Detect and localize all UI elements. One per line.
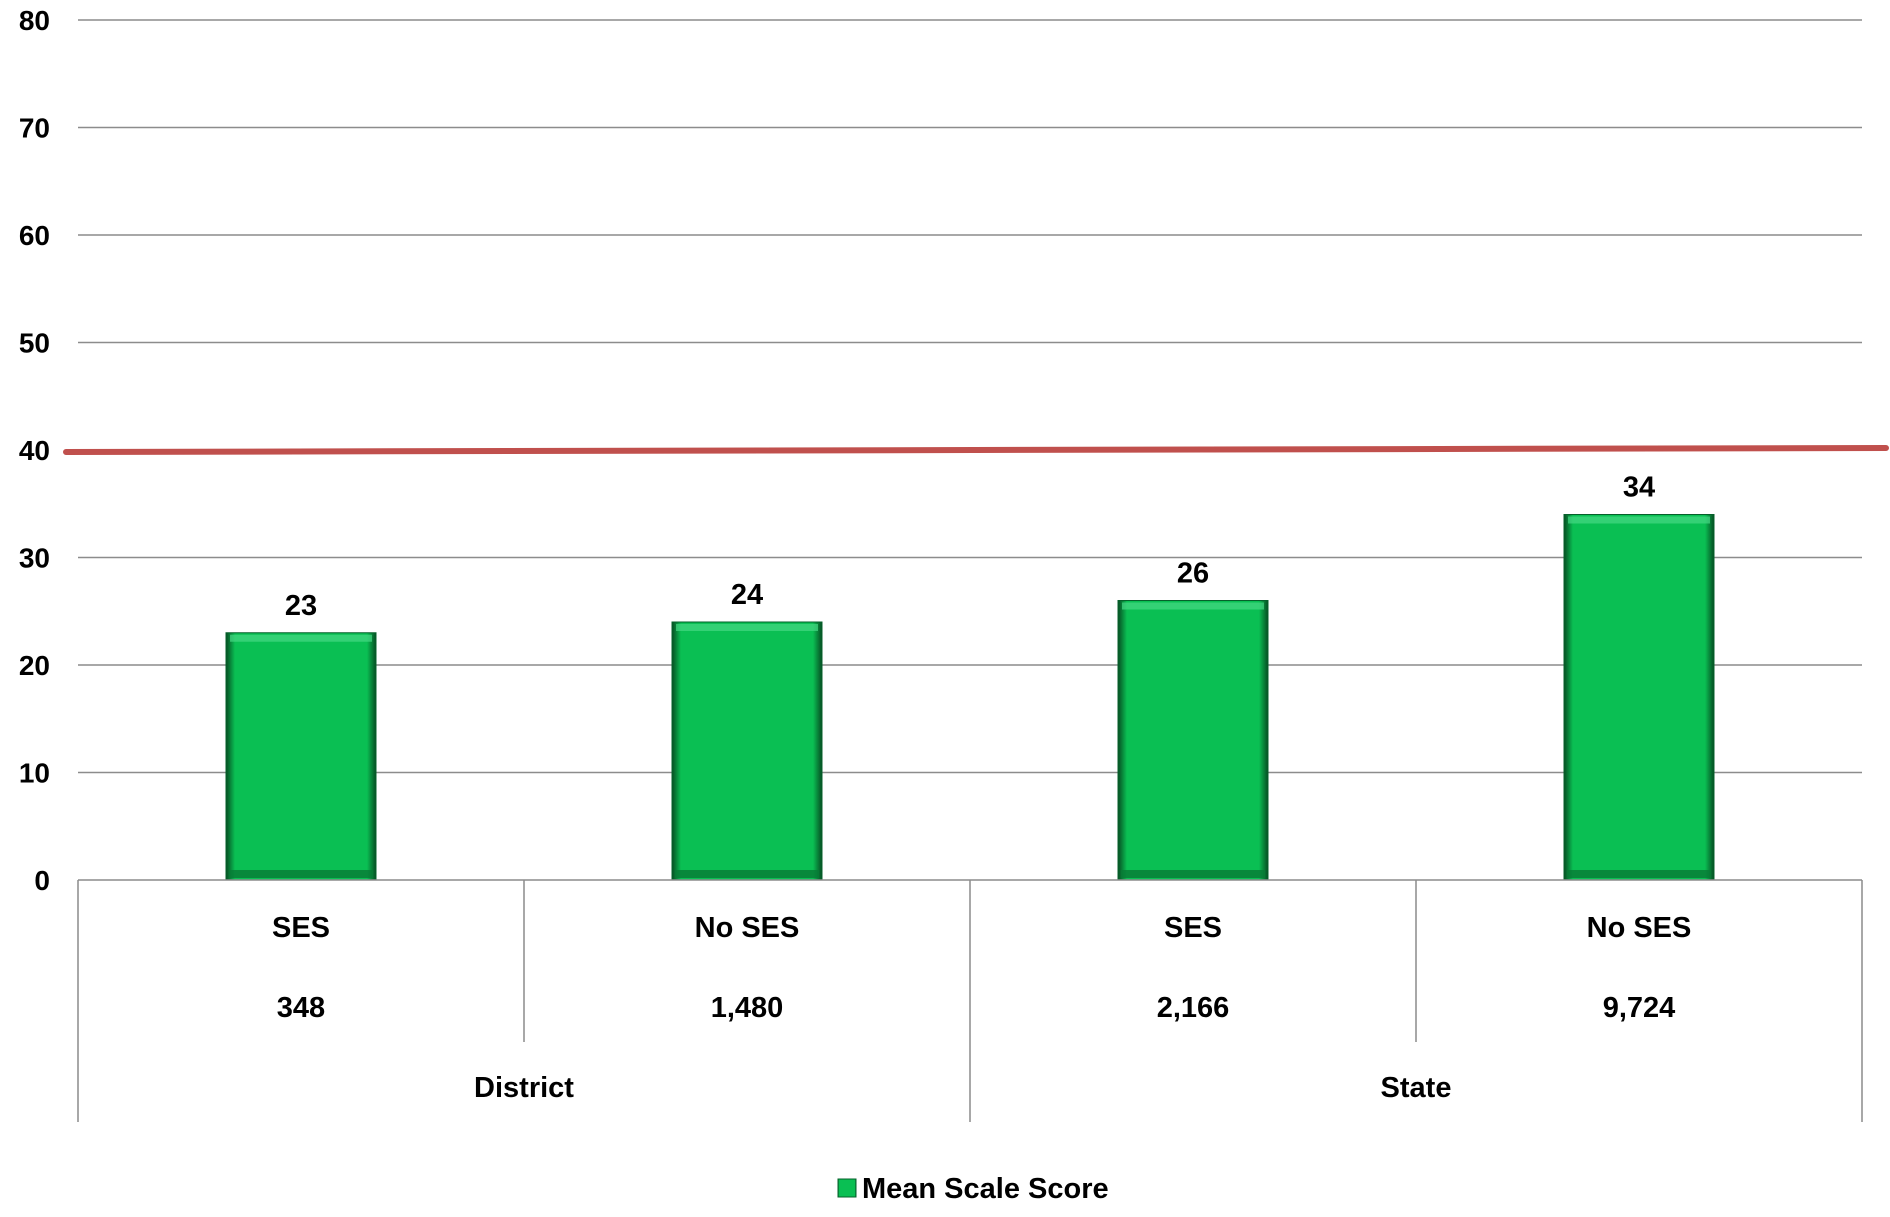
- x-group-label: District: [474, 1072, 574, 1104]
- x-count-label: 1,480: [711, 992, 784, 1024]
- bar-group: [671, 621, 823, 881]
- legend: Mean Scale Score: [837, 1173, 1109, 1205]
- y-tick-label: 80: [19, 5, 50, 36]
- y-tick-label: 20: [19, 650, 50, 681]
- x-axis: SES 348 No SES 1,480 SES 2,166 No SES 9,724 Dist…: [77, 879, 1863, 1122]
- bar-highlight: [1568, 516, 1710, 524]
- bar-base-shade: [1568, 870, 1710, 878]
- y-tick-label: 50: [19, 328, 50, 359]
- bar-group: [1563, 514, 1715, 881]
- y-axis-tick-labels: 0 10 20 30 40 50 60 70 80: [19, 5, 50, 896]
- bar: [1117, 600, 1269, 881]
- bar-highlight: [1122, 602, 1264, 610]
- y-tick-label: 70: [19, 113, 50, 144]
- y-tick-label: 30: [19, 543, 50, 574]
- bars: 23 24 26 34: [225, 472, 1715, 881]
- legend-label: Mean Scale Score: [862, 1173, 1109, 1205]
- bar-base-shade: [1122, 870, 1264, 878]
- bar: [225, 632, 377, 881]
- x-category-label: SES: [272, 912, 330, 944]
- y-tick-label: 10: [19, 758, 50, 789]
- x-group-label: State: [1381, 1072, 1452, 1104]
- bar: [671, 621, 823, 881]
- y-tick-label: 60: [19, 220, 50, 251]
- bar-base-shade: [676, 870, 818, 878]
- bar-highlight: [676, 624, 818, 631]
- data-label: 24: [731, 579, 763, 611]
- bar: [1563, 514, 1715, 881]
- data-label: 34: [1623, 472, 1655, 504]
- x-category-label: No SES: [1587, 912, 1692, 944]
- y-tick-label: 40: [19, 435, 50, 466]
- legend-swatch: [837, 1178, 857, 1198]
- bar-highlight: [230, 634, 372, 642]
- x-count-label: 2,166: [1157, 992, 1230, 1024]
- bar-group: [225, 632, 377, 881]
- x-count-label: 9,724: [1603, 992, 1676, 1024]
- x-category-label: No SES: [695, 912, 800, 944]
- bar-base-shade: [230, 870, 372, 878]
- y-tick-label: 0: [34, 865, 50, 896]
- x-category-label: SES: [1164, 912, 1222, 944]
- reference-line: [63, 445, 1889, 455]
- data-label: 26: [1177, 558, 1209, 590]
- reference-line-layer: [63, 445, 1889, 455]
- bar-group: [1117, 600, 1269, 881]
- x-count-label: 348: [277, 992, 325, 1024]
- data-label: 23: [285, 590, 317, 622]
